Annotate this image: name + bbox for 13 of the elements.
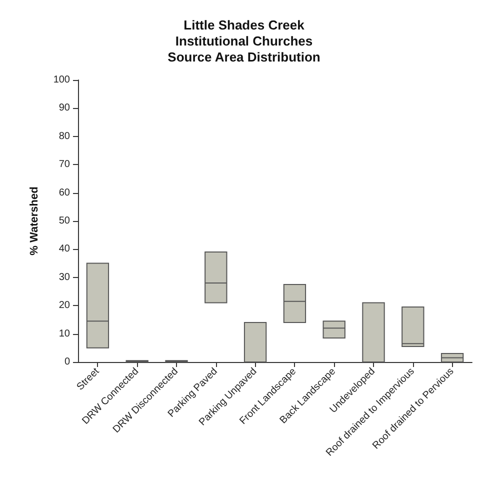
y-tick-label: 30 — [58, 272, 70, 283]
y-tick-label: 20 — [58, 300, 70, 312]
chart-title: Little Shades Creek Institutional Churches Source Area Distribution — [168, 18, 320, 64]
y-tick-label: 40 — [58, 244, 70, 255]
y-tick-label: 50 — [58, 216, 70, 226]
y-tick-label: 90 — [58, 102, 70, 114]
y-tick-label: 60 — [58, 187, 70, 198]
y-axis-title: % Watershed — [28, 186, 40, 256]
y-tick-label: 80 — [58, 130, 70, 142]
y-tick-label: 10 — [58, 328, 70, 340]
y-tick-label: 70 — [58, 159, 70, 170]
y-tick-label: 100 — [53, 74, 70, 86]
y-tick-label: 0 — [64, 356, 70, 368]
